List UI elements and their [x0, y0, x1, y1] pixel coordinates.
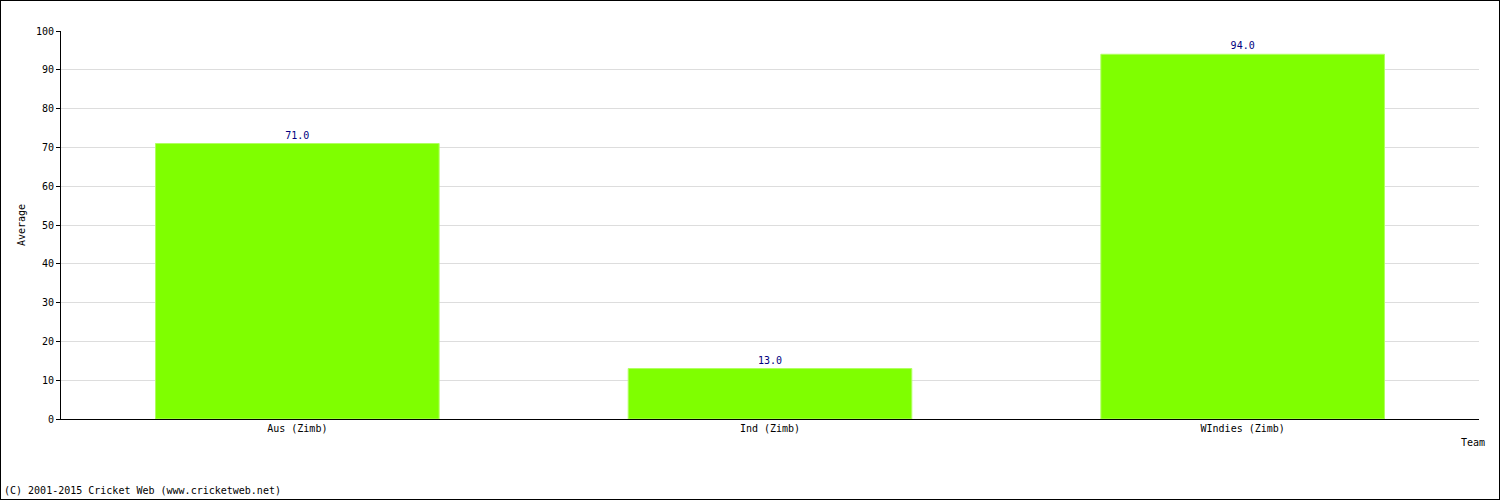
svg-text:50: 50: [42, 220, 54, 231]
svg-text:71.0: 71.0: [285, 130, 309, 141]
svg-text:0: 0: [48, 414, 54, 425]
svg-text:90: 90: [42, 64, 54, 75]
svg-text:80: 80: [42, 103, 54, 114]
svg-text:Ind (Zimb): Ind (Zimb): [740, 423, 800, 434]
svg-text:70: 70: [42, 142, 54, 153]
svg-text:Aus (Zimb): Aus (Zimb): [267, 423, 327, 434]
svg-text:(C) 2001-2015 Cricket Web (www: (C) 2001-2015 Cricket Web (www.cricketwe…: [4, 485, 281, 496]
svg-text:40: 40: [42, 258, 54, 269]
svg-text:100: 100: [36, 26, 54, 37]
svg-text:Average: Average: [16, 204, 27, 246]
svg-text:94.0: 94.0: [1231, 40, 1255, 51]
svg-text:Team: Team: [1461, 437, 1485, 448]
svg-text:20: 20: [42, 336, 54, 347]
svg-text:10: 10: [42, 375, 54, 386]
svg-text:WIndies (Zimb): WIndies (Zimb): [1201, 423, 1285, 434]
svg-text:30: 30: [42, 297, 54, 308]
svg-text:13.0: 13.0: [758, 355, 782, 366]
svg-text:60: 60: [42, 181, 54, 192]
